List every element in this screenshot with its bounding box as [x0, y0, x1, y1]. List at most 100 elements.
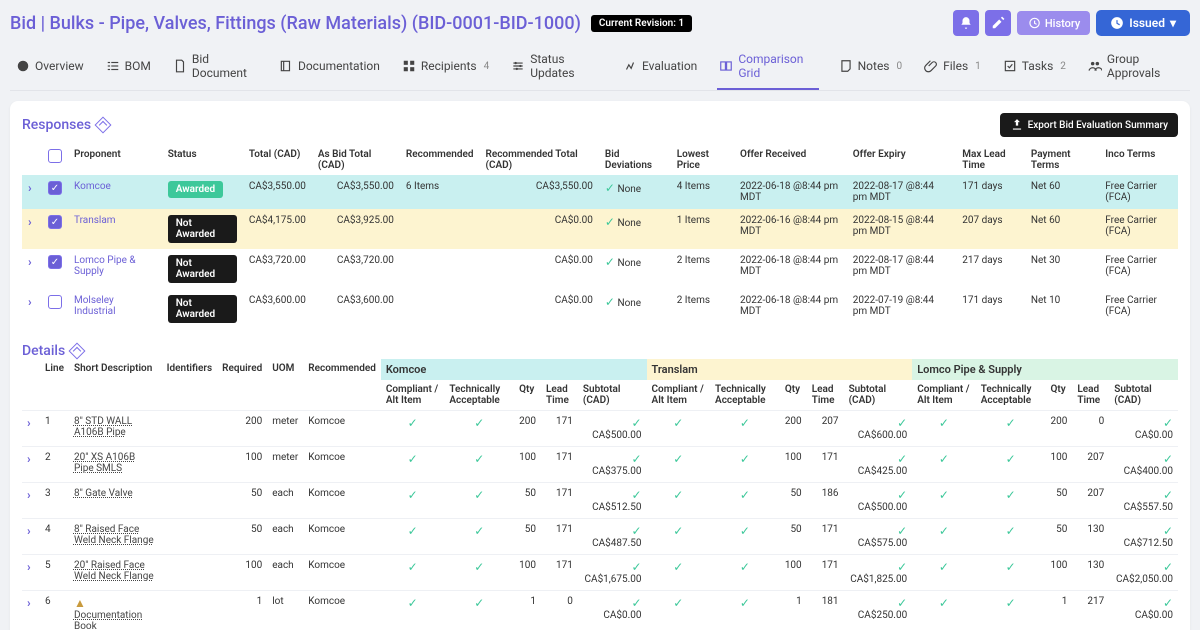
- check-icon: ✓: [673, 488, 683, 502]
- subtotal-cell: ✓CA$557.50: [1109, 483, 1178, 519]
- qty-cell: 100: [514, 555, 541, 591]
- tab-status-updates[interactable]: Status Updates: [509, 44, 603, 90]
- detail-row: ›6▲Documentation Book1lotKomcoe✓✓10✓CA$0…: [22, 591, 1178, 630]
- expand-chevron[interactable]: ›: [27, 452, 31, 466]
- check-icon: ✓: [897, 416, 907, 430]
- history-button[interactable]: History: [1017, 11, 1090, 35]
- bell-button[interactable]: [953, 10, 979, 36]
- lead-cell: 171: [541, 483, 578, 519]
- expand-chevron[interactable]: ›: [27, 524, 31, 538]
- detail-col-header: Short Description: [69, 359, 162, 380]
- check-icon: ✓: [408, 488, 418, 502]
- check-icon: ✓: [631, 488, 641, 502]
- required-cell: 200: [217, 411, 267, 447]
- tab-bom[interactable]: BOM: [104, 44, 153, 90]
- asbid-cell: CA$3,925.00: [312, 209, 400, 249]
- list-icon: [106, 59, 120, 73]
- detail-row: ›18" STD WALL A106B Pipe200meterKomcoe✓✓…: [22, 411, 1178, 447]
- check-icon: ✓: [897, 596, 907, 610]
- techacc-cell: ✓: [976, 519, 1046, 555]
- expand-chevron[interactable]: ›: [27, 416, 31, 430]
- tab-tasks[interactable]: Tasks2: [1001, 44, 1068, 90]
- issued-button[interactable]: Issued ▾: [1096, 10, 1190, 36]
- terms-cell: Net 10: [1025, 289, 1099, 329]
- subtotal-cell: ✓CA$712.50: [1109, 519, 1178, 555]
- qty-cell: 1: [780, 591, 807, 630]
- tab-documentation[interactable]: Documentation: [277, 44, 382, 90]
- edit-button[interactable]: [985, 10, 1011, 36]
- tab-overview[interactable]: Overview: [14, 44, 86, 90]
- tab-files[interactable]: Files1: [922, 44, 983, 90]
- expand-chevron[interactable]: ›: [27, 488, 31, 502]
- proponent-link[interactable]: Molseley Industrial: [74, 295, 116, 317]
- identifiers-cell: [162, 555, 218, 591]
- compliant-cell: ✓: [912, 591, 976, 630]
- check-icon: ✓: [740, 452, 750, 466]
- tab-bid-document[interactable]: Bid Document: [171, 44, 259, 90]
- row-checkbox[interactable]: [48, 255, 62, 269]
- lowest-cell: 4 Items: [671, 175, 734, 209]
- expiry-cell: 2022-08-17 @8:44 pm MDT: [847, 175, 956, 209]
- compliant-cell: ✓: [647, 447, 711, 483]
- lowest-cell: 2 Items: [671, 249, 734, 289]
- revision-badge: Current Revision: 1: [591, 15, 692, 32]
- export-button[interactable]: Export Bid Evaluation Summary: [1000, 113, 1178, 137]
- received-cell: 2022-06-18 @8:44 pm MDT: [734, 289, 847, 329]
- proponent-link[interactable]: Translam: [74, 215, 116, 226]
- check-icon: ✓: [1006, 524, 1016, 538]
- rectotal-cell: CA$0.00: [479, 209, 598, 249]
- qty-cell: 100: [1045, 555, 1072, 591]
- proponent-link[interactable]: Lomco Pipe & Supply: [74, 255, 136, 277]
- expand-chevron[interactable]: ›: [28, 295, 32, 309]
- resp-col-header: Bid Deviations: [599, 145, 671, 175]
- expand-chevron[interactable]: ›: [28, 181, 32, 195]
- tab-comparison-grid[interactable]: Comparison Grid: [717, 44, 818, 90]
- check-icon: ✓: [408, 524, 418, 538]
- check-icon: ✓: [631, 596, 641, 610]
- tab-notes[interactable]: Notes0: [837, 44, 905, 90]
- tab-evaluation[interactable]: Evaluation: [621, 44, 699, 90]
- check-icon: ✓: [1006, 488, 1016, 502]
- expand-chevron[interactable]: ›: [27, 596, 31, 610]
- tab-group-approvals[interactable]: Group Approvals: [1086, 44, 1186, 90]
- slider-icon: [511, 59, 525, 73]
- check-icon: ✓: [897, 452, 907, 466]
- info-icon: [16, 59, 30, 73]
- lead-cell: 217 days: [956, 249, 1025, 289]
- lead-cell: 171: [541, 411, 578, 447]
- check-icon: ✓: [605, 215, 615, 229]
- row-checkbox[interactable]: [48, 215, 62, 229]
- check-icon: ✓: [939, 596, 949, 610]
- expiry-cell: 2022-08-15 @8:44 pm MDT: [847, 209, 956, 249]
- qty-cell: 100: [780, 447, 807, 483]
- row-checkbox[interactable]: [48, 295, 62, 309]
- select-all-checkbox[interactable]: [48, 149, 62, 163]
- compliant-cell: ✓: [647, 483, 711, 519]
- inco-cell: Free Carrier (FCA): [1099, 175, 1178, 209]
- expiry-cell: 2022-08-17 @8:44 pm MDT: [847, 249, 956, 289]
- recommended-cell: [400, 249, 480, 289]
- expand-chevron[interactable]: ›: [28, 255, 32, 269]
- compliant-cell: ✓: [381, 555, 445, 591]
- expand-chevron[interactable]: ›: [28, 215, 32, 229]
- deviations-cell: ✓ None: [599, 289, 671, 329]
- check-icon: ✓: [939, 452, 949, 466]
- qty-cell: 100: [780, 555, 807, 591]
- resp-col-header: Payment Terms: [1025, 145, 1099, 175]
- check-icon: ✓: [1006, 596, 1016, 610]
- qty-cell: 1: [1045, 591, 1072, 630]
- detail-subcol-header: Lead Time: [1072, 380, 1109, 411]
- subtotal-cell: ✓CA$2,050.00: [1109, 555, 1178, 591]
- tab-recipients[interactable]: Recipients4: [400, 44, 491, 90]
- subtotal-cell: ✓CA$500.00: [578, 411, 647, 447]
- page-header: Bid | Bulks - Pipe, Valves, Fittings (Ra…: [10, 10, 1190, 36]
- proponent-link[interactable]: Komcoe: [74, 181, 111, 192]
- expand-chevron[interactable]: ›: [27, 560, 31, 574]
- status-badge: Not Awarded: [168, 215, 237, 243]
- row-checkbox[interactable]: [48, 181, 62, 195]
- check-icon: ✓: [631, 560, 641, 574]
- detail-subcol-header: Qty: [1045, 380, 1072, 411]
- check-icon: ✓: [673, 596, 683, 610]
- check-icon: ✓: [474, 560, 484, 574]
- subtotal-cell: ✓CA$400.00: [1109, 447, 1178, 483]
